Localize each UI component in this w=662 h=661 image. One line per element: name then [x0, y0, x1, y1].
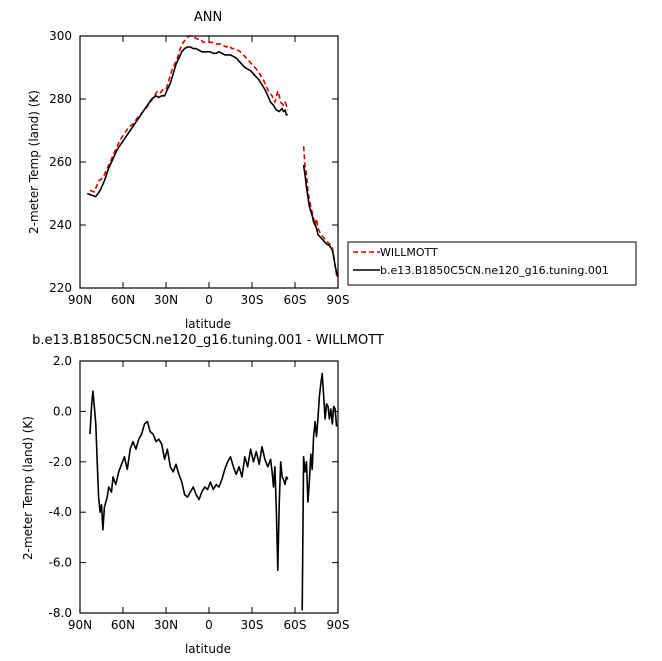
legend-box [347, 241, 637, 286]
p1-x-tick-label: 60N [111, 293, 135, 307]
p1-x-tick-label: 30S [241, 293, 264, 307]
p1-series-1-line [302, 164, 339, 278]
p2-x-tick-label: 30N [154, 618, 178, 632]
p1-x-tick-label: 90N [68, 293, 92, 307]
bottom-y-axis: -8.0 -6.0 -4.0 -2.0 0.0 2.0 [49, 354, 338, 620]
p1-y-tick-label: 240 [49, 218, 72, 232]
p1-y-tick-label: 220 [49, 281, 72, 295]
legend-label-willmott: WILLMOTT [380, 246, 438, 259]
p2-y-tick-label: -8.0 [49, 606, 72, 620]
p2-y-tick-label: -2.0 [49, 455, 72, 469]
bottom-plot-area [89, 372, 338, 611]
legend: WILLMOTT b.e13.B1850C5CN.ne120_g16.tunin… [347, 241, 637, 286]
top-plot-area [86, 35, 339, 279]
p2-x-tick-label: 30S [241, 618, 264, 632]
p1-x-tick-label: 0 [205, 293, 213, 307]
p1-y-tick-label: 260 [49, 155, 72, 169]
top-plot-frame [79, 35, 339, 289]
p1-x-tick-label: 90S [327, 293, 350, 307]
p2-y-tick-label: -6.0 [49, 556, 72, 570]
p2-y-tick-label: -4.0 [49, 505, 72, 519]
top-y-axis-label: 2-meter Temp (land) (K) [27, 90, 41, 234]
p1-y-tick-label: 280 [49, 92, 72, 106]
top-x-axis-label: latitude [185, 317, 231, 331]
p2-x-tick-label: 60S [284, 618, 307, 632]
bottom-x-axis: 90N 60N 30N 0 30S 60S 90S [68, 361, 350, 632]
legend-label-model: b.e13.B1850C5CN.ne120_g16.tuning.001 [380, 264, 609, 277]
bottom-x-axis-label: latitude [185, 642, 231, 656]
p2-x-tick-label: 60N [111, 618, 135, 632]
p2-y-tick-label: 0.0 [53, 404, 72, 418]
p2-y-tick-label: 2.0 [53, 354, 72, 368]
p1-x-tick-label: 30N [154, 293, 178, 307]
p1-series-0-line [89, 35, 289, 193]
p1-series-0-line [302, 146, 339, 279]
p2-series-0-line [301, 372, 338, 611]
p2-x-tick-label: 90S [327, 618, 350, 632]
p2-x-tick-label: 0 [205, 618, 213, 632]
bottom-chart-title: b.e13.B1850C5CN.ne120_g16.tuning.001 - W… [32, 333, 384, 348]
p2-series-0-line [89, 390, 289, 571]
bottom-panel: b.e13.B1850C5CN.ne120_g16.tuning.001 - W… [21, 333, 384, 656]
top-x-axis: 90N 60N 30N 0 30S 60S 90S [68, 36, 350, 307]
top-chart-title: ANN [194, 10, 222, 25]
p1-series-1-line [86, 46, 288, 198]
p1-y-tick-label: 300 [49, 29, 72, 43]
p1-x-tick-label: 60S [284, 293, 307, 307]
p2-x-tick-label: 90N [68, 618, 92, 632]
top-y-axis: 220 240 260 280 300 [49, 29, 338, 295]
bottom-y-axis-label: 2-meter Temp (land) (K) [21, 416, 35, 560]
